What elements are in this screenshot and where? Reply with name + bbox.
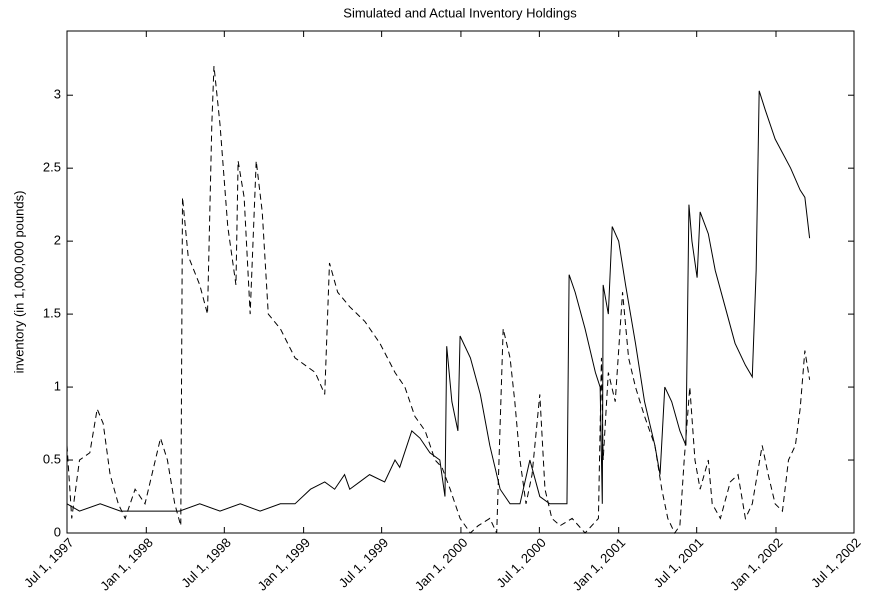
x-tick-label: Jul 1, 1998 (178, 535, 234, 591)
y-tick-label: 2 (54, 233, 61, 248)
y-axis-label: inventory (in 1,000,000 pounds) (11, 191, 26, 374)
x-tick-label: Jan 1, 2001 (570, 535, 629, 594)
chart-title: Simulated and Actual Inventory Holdings (343, 5, 577, 20)
x-tick-label: Jan 1, 2002 (727, 535, 786, 594)
x-tick-label: Jan 1, 2000 (412, 535, 471, 594)
x-tick-label: Jul 1, 1997 (21, 535, 77, 591)
plot-frame (66, 30, 855, 534)
y-tick-label: 3 (54, 87, 61, 102)
x-tick-label: Jul 1, 1999 (336, 535, 392, 591)
x-tick-label: Jul 1, 2000 (493, 535, 549, 591)
y-tick-label: 1 (54, 379, 61, 394)
y-tick-label: 1.5 (43, 306, 61, 321)
x-tick-label: Jan 1, 1999 (255, 535, 314, 594)
y-tick-label: 2.5 (43, 160, 61, 175)
x-tick-label: Jul 1, 2001 (651, 535, 707, 591)
x-tick-label: Jan 1, 1998 (97, 535, 156, 594)
y-tick-label: 0 (54, 524, 61, 539)
series-line (66, 90, 811, 512)
series-line (66, 65, 811, 534)
y-tick-label: 0.5 (43, 451, 61, 466)
x-tick-label: Jul 1, 2002 (808, 535, 864, 591)
